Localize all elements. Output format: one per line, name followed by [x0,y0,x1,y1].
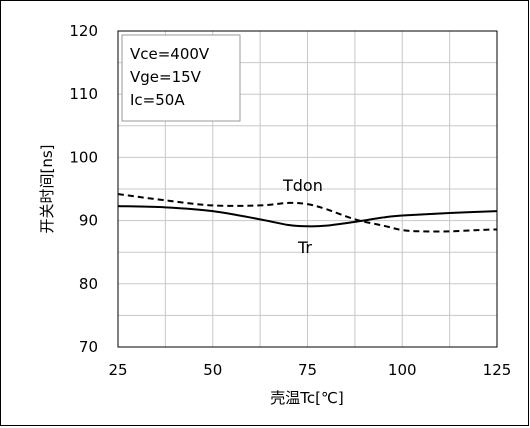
series-lines [117,193,498,233]
series-label-tdon: Tdon [282,176,323,195]
series-label-tr: Tr [297,238,312,257]
x-tick-label: 25 [108,361,127,379]
y-tick-label: 100 [69,148,98,166]
y-tick-label: 120 [69,22,98,40]
plot-area-border [117,30,498,348]
y-axis-title: 开关时间[ns] [38,144,56,233]
x-tick-label: 75 [298,361,317,379]
y-tick-label: 70 [79,338,98,356]
condition-vce: Vce=400V [130,45,210,63]
y-tick-label: 110 [69,85,98,103]
x-tick-label: 100 [388,361,417,379]
tick-labels: 70 80 90 100 110 120 25 50 75 100 125 [69,22,511,379]
y-tick-label: 80 [79,275,98,293]
conditions-box: Vce=400V Vge=15V Ic=50A [121,34,241,122]
x-tick-label: 50 [203,361,222,379]
conditions-box-frame [121,34,241,122]
x-tick-label: 125 [483,361,512,379]
series-line-tdon [117,193,498,233]
x-axis-title: 壳温Tc[℃] [270,389,343,407]
condition-vge: Vge=15V [130,68,202,86]
condition-ic: Ic=50A [130,91,185,109]
y-tick-label: 90 [79,212,98,230]
series-line-tr [117,205,498,228]
